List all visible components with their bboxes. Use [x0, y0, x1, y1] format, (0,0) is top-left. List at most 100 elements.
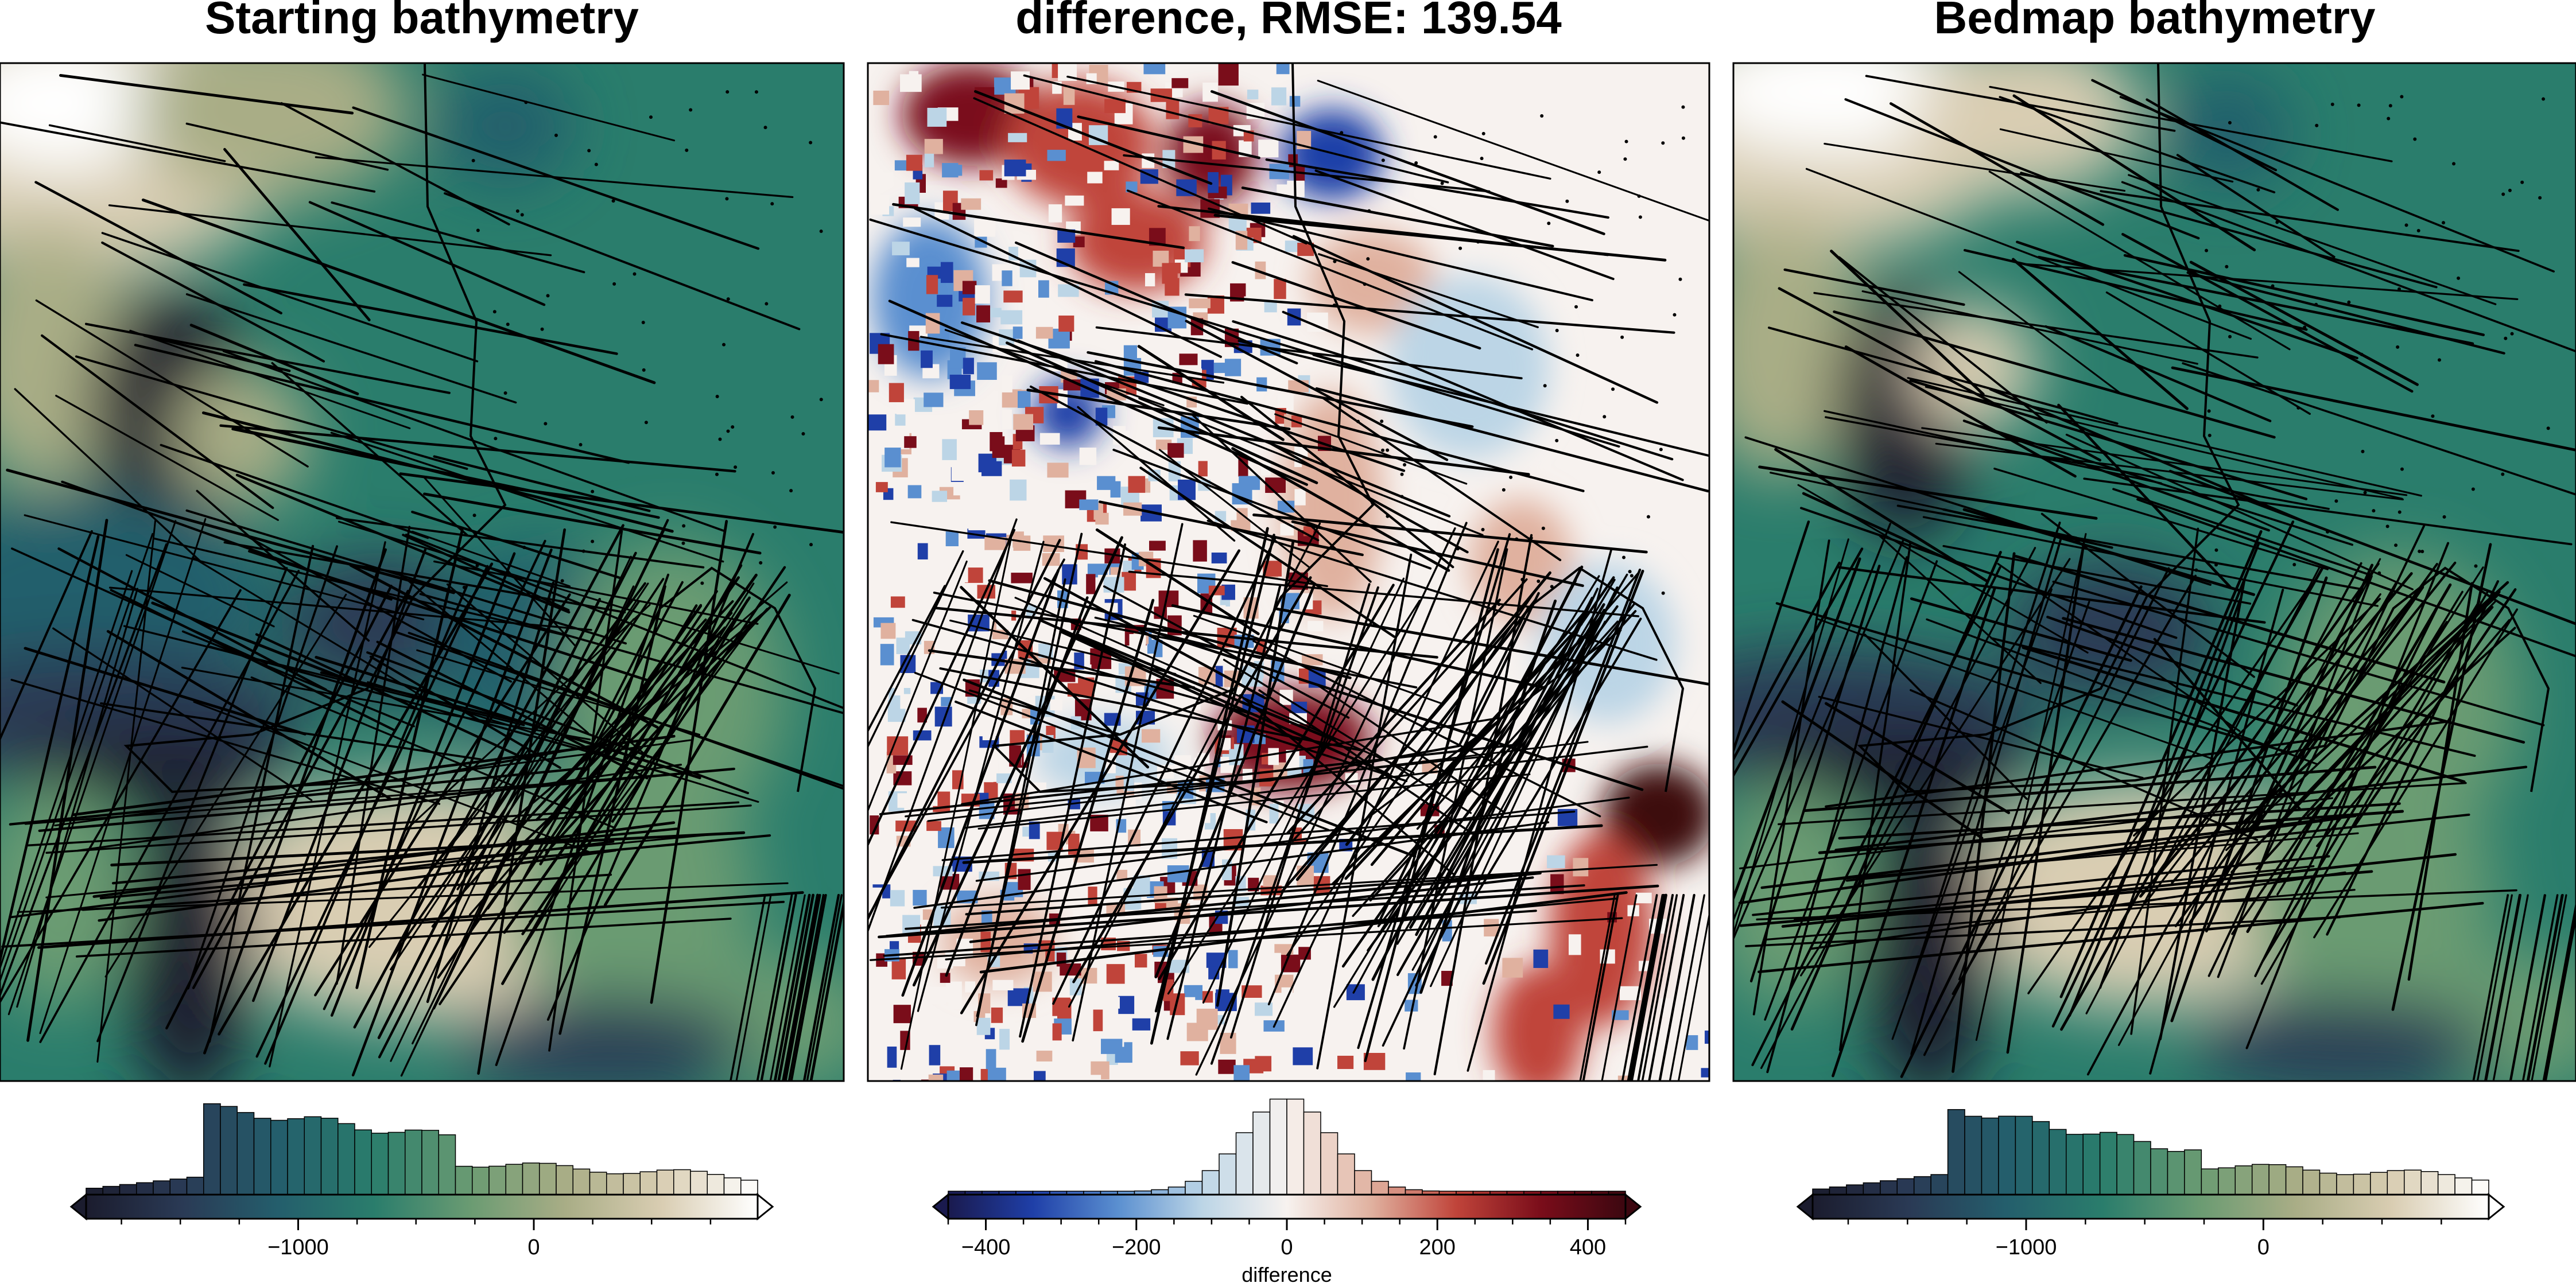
survey-point [1537, 579, 1541, 583]
survey-point [1541, 526, 1545, 530]
survey-track-line [1291, 520, 1584, 588]
survey-track-line [1137, 345, 1285, 441]
survey-track-line [496, 606, 771, 869]
survey-track-line [1896, 504, 2365, 591]
survey-track-line [1190, 413, 1372, 583]
survey-point [1550, 585, 1554, 589]
survey-track-line [2037, 255, 2474, 345]
survey-point [2214, 548, 2218, 552]
difference-cell [1568, 934, 1581, 955]
histogram-bar [2066, 1134, 2084, 1195]
difference-cell [913, 889, 927, 906]
survey-point [789, 489, 793, 493]
survey-track-line [878, 884, 1659, 939]
difference-cell [1293, 1047, 1313, 1066]
survey-point [2234, 588, 2239, 592]
survey-point [611, 199, 615, 203]
survey-track-line [1282, 310, 1684, 481]
survey-track-line [1790, 551, 2002, 1031]
survey-track-line [1149, 629, 1644, 791]
survey-track-line [2234, 581, 2509, 830]
survey-point [1555, 328, 1559, 332]
survey-track-line [1909, 379, 2308, 500]
survey-point [734, 465, 738, 469]
histogram-bar [690, 1171, 708, 1195]
survey-point [2520, 180, 2524, 184]
difference-cell [945, 531, 959, 546]
survey-track-line [756, 894, 793, 1081]
difference-cell [991, 1007, 1003, 1023]
survey-track-line [1830, 250, 1985, 396]
histogram-bar [472, 1167, 490, 1195]
difference-cell [906, 154, 922, 171]
relief-blob [1601, 763, 1709, 866]
survey-point [1414, 161, 1418, 165]
survey-track-line [1744, 436, 2212, 586]
survey-track-line [1834, 765, 2528, 852]
survey-track-line [1768, 326, 2119, 425]
histogram-bar [2471, 1179, 2489, 1195]
survey-track-line [2012, 94, 2256, 251]
survey-track-line [1802, 492, 1966, 568]
survey-track-line [27, 801, 740, 847]
colorbar-extend-low [932, 1192, 949, 1221]
difference-cell [968, 757, 982, 776]
survey-track-line [1077, 115, 1260, 160]
survey-track-line [444, 192, 801, 331]
survey-track-line [24, 774, 658, 825]
survey-track-line [2205, 563, 2374, 932]
survey-point [515, 209, 519, 213]
survey-track-line [271, 362, 468, 536]
difference-cell [1011, 449, 1026, 467]
histogram-bar [2099, 1132, 2117, 1195]
survey-point [2363, 491, 2367, 495]
survey-track-line [2020, 172, 2438, 289]
survey-point [801, 432, 805, 436]
survey-point [2400, 95, 2404, 99]
survey-track-line [368, 618, 635, 948]
survey-point [472, 514, 476, 518]
survey-point [1547, 221, 1551, 226]
survey-track-line [1813, 291, 2259, 359]
colorbar-difference: −400 −200 0 200 400 difference [932, 1098, 1642, 1283]
survey-track-line [1802, 765, 2377, 812]
survey-point [809, 141, 813, 145]
difference-cell [963, 357, 974, 375]
survey-point [2404, 223, 2408, 227]
survey-track-line [2006, 542, 2085, 1054]
histogram-bar [1880, 1180, 1898, 1195]
survey-point [722, 343, 726, 347]
survey-point [1403, 463, 1407, 467]
difference-cell [1502, 958, 1523, 978]
survey-track-line [603, 593, 791, 907]
survey-point [2256, 188, 2260, 192]
difference-cell [1128, 476, 1146, 493]
survey-point [1481, 131, 1485, 135]
survey-point [1624, 139, 1628, 143]
difference-cell [981, 461, 1002, 476]
survey-point [1480, 157, 1484, 161]
histogram-bar [1167, 1186, 1186, 1195]
survey-point [2207, 409, 2211, 413]
difference-cell [924, 392, 944, 407]
survey-track-line [784, 893, 821, 1081]
difference-cell [1553, 1004, 1570, 1019]
difference-cell [1171, 78, 1189, 88]
histogram-bar [1219, 1153, 1237, 1195]
survey-track-line [477, 528, 566, 1075]
difference-cell [1550, 874, 1564, 895]
colorbar-tick-label: −1000 [1996, 1235, 2057, 1259]
survey-track-line [1295, 571, 1551, 881]
histogram-bar [656, 1169, 674, 1195]
survey-point [2194, 568, 2198, 572]
survey-point [1433, 135, 1437, 139]
survey-track-line [945, 897, 1617, 961]
survey-track-line [2136, 498, 2576, 658]
survey-track-line [336, 516, 705, 569]
survey-point [1661, 591, 1665, 595]
difference-cell [1221, 584, 1235, 600]
panel-title: Bedmap bathymetry [1934, 0, 2376, 43]
survey-track-line [1658, 893, 1696, 1081]
survey-point [2377, 571, 2381, 575]
survey-track-line [1582, 894, 1619, 1081]
